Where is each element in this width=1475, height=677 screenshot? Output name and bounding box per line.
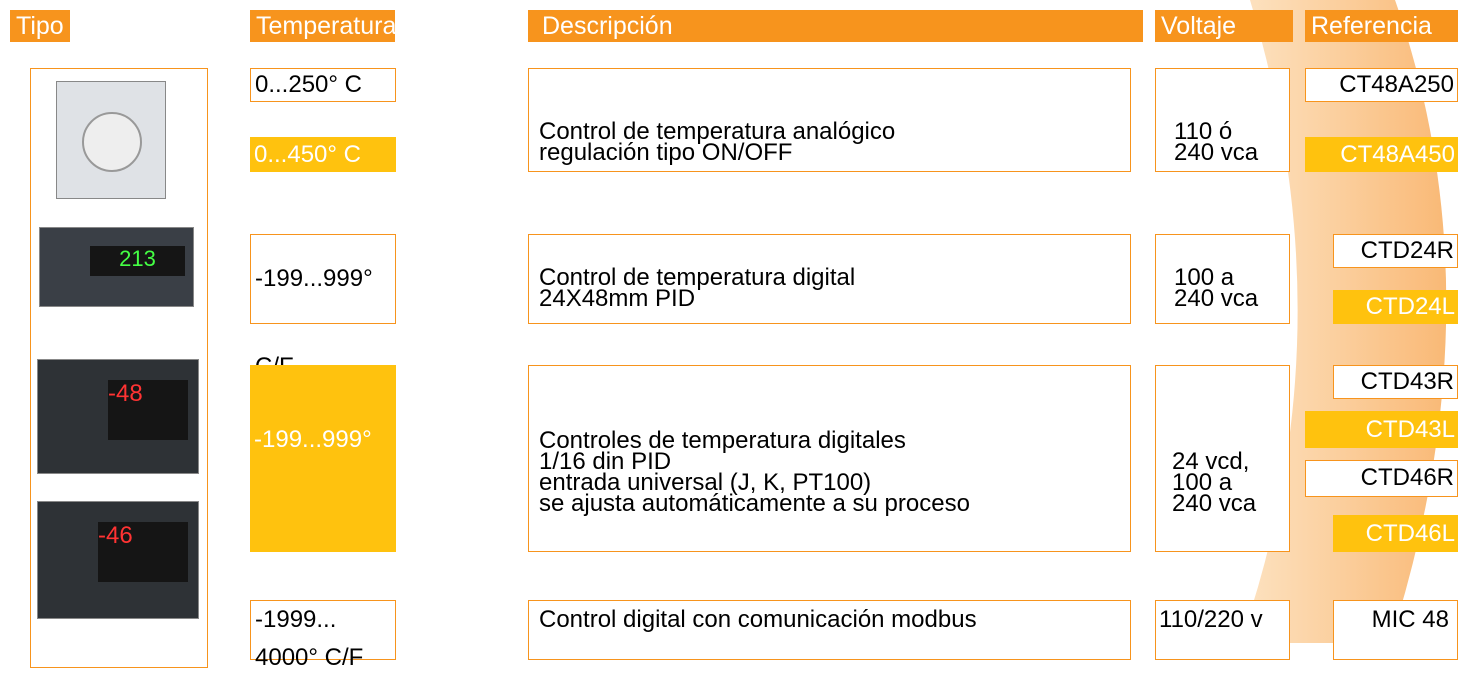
text: regulación tipo ON/OFF (539, 139, 793, 166)
text: 240 vca (1174, 139, 1259, 166)
text: 1/16 din PID (539, 448, 672, 475)
header-cell: Descripción (528, 10, 1143, 42)
device-image: -48 (37, 359, 199, 474)
reference: CT48A450 (1305, 137, 1458, 172)
text: se ajusta automáticamente a su proceso (539, 490, 970, 517)
reference: CTD46R (1305, 460, 1458, 497)
description: Control digital con comunicación modbus (528, 600, 1131, 660)
reference: CTD46L (1333, 515, 1458, 552)
text: Control digital con comunicación modbus (539, 606, 977, 633)
description: Control de temperatura digital 24X48mm PI… (528, 234, 1131, 324)
device-image: -46 (37, 501, 199, 619)
text: 110 ó (1174, 118, 1233, 145)
text: 110/220 v (1159, 606, 1263, 633)
text: Controles de temperatura digitales (539, 427, 906, 454)
reference: CTD24R (1333, 234, 1458, 268)
temperature: 0...250° C (250, 68, 396, 102)
text: 240 vca (1172, 490, 1257, 517)
voltage: 110 ó 240 vca (1155, 68, 1290, 172)
temperature: 0...450° C (250, 137, 396, 172)
text: entrada universal (J, K, PT100) (539, 469, 872, 496)
voltage: 24 vcd, 100 a 240 vca (1155, 365, 1290, 552)
header-cell: Temperaturas (250, 10, 409, 42)
description: Control de temperatura analógico regulaci… (528, 68, 1131, 172)
text: Control de temperatura analógico (539, 118, 896, 145)
text: Control de temperatura digital (539, 264, 856, 291)
image-column: 213 -48 -46 (30, 68, 208, 668)
device-image (56, 81, 166, 199)
text: 24X48mm PID (539, 285, 696, 312)
device-image: 213 (39, 227, 194, 307)
temperature: -199...999° C/F (250, 234, 396, 380)
reference: CTD24L (1333, 290, 1458, 324)
temperature: -199...999° C/F (250, 365, 396, 603)
reference: CTD43L (1305, 411, 1458, 448)
header-cell: Referencia (1305, 10, 1458, 42)
text: 24 vcd, (1172, 448, 1250, 475)
voltage: 110/220 v (1155, 600, 1290, 660)
page: {"header":{"columns":["Tipo","Temperatur… (10, 0, 1458, 671)
temperature: -1999... 4000° C/F (250, 600, 396, 671)
text: 240 vca (1174, 285, 1259, 312)
reference: CT48A250 (1305, 68, 1458, 102)
voltage: 100 a 240 vca (1155, 234, 1290, 324)
header-cell: Tipo (10, 10, 70, 42)
reference: MIC 48 (1333, 600, 1458, 660)
reference: CTD43R (1333, 365, 1458, 399)
description: Controles de temperatura digitales 1/16 d… (528, 365, 1131, 552)
header-cell: Voltaje (1155, 10, 1293, 42)
text: 100 a (1174, 264, 1235, 291)
text: 100 a (1172, 469, 1233, 496)
